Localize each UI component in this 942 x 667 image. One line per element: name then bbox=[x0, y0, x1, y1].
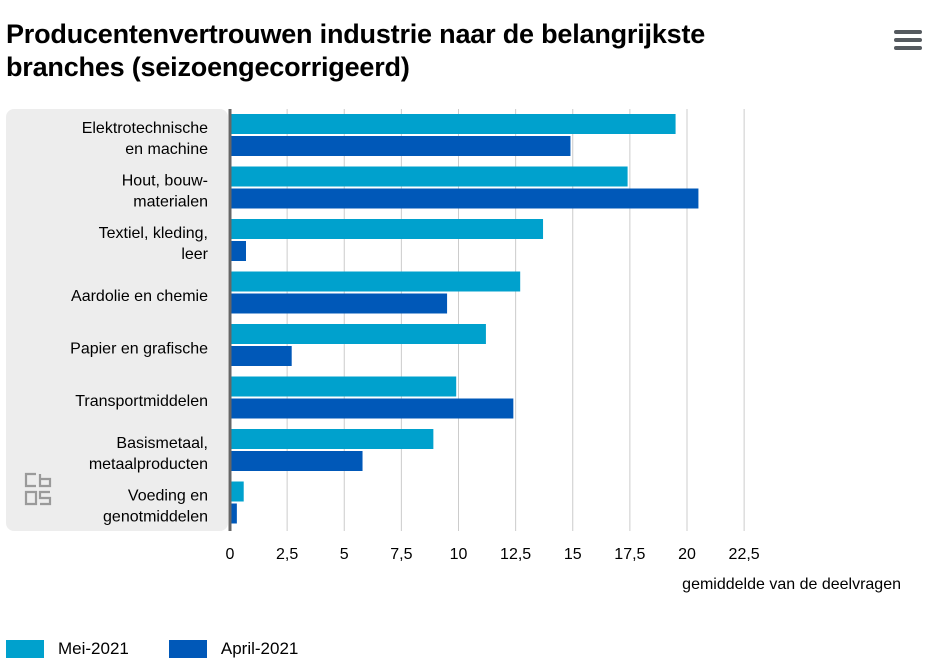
bar-mei-2021-elektrotechnische-en-machine bbox=[231, 114, 676, 134]
bar-april-2021-basismetaal-metaalproducten bbox=[231, 451, 363, 471]
bar-april-2021-transportmiddelen bbox=[231, 398, 514, 419]
bar-april-2021-hout-bouw-materialen bbox=[231, 188, 699, 209]
x-tick-label: 15 bbox=[564, 546, 582, 563]
bar-mei-2021-voeding-en-genotmiddelen bbox=[231, 481, 244, 502]
x-tick-label: 10 bbox=[450, 546, 468, 563]
bar-mei-2021-basismetaal-metaalproducten bbox=[231, 429, 434, 449]
legend-label-mei-2021: Mei-2021 bbox=[58, 639, 129, 658]
bar-april-2021-aardolie-en-chemie bbox=[231, 293, 448, 314]
legend-swatch-april-2021 bbox=[168, 640, 207, 658]
category-label: Hout, bouw-materialen bbox=[122, 172, 208, 210]
x-tick-label: 17,5 bbox=[614, 546, 645, 563]
bar-mei-2021-hout-bouw-materialen bbox=[231, 166, 628, 187]
x-tick-label: 12,5 bbox=[500, 546, 531, 563]
bar-april-2021-papier-en-grafische bbox=[231, 346, 292, 366]
category-label: Elektrotechnische en machine bbox=[82, 120, 208, 158]
bar-april-2021-voeding-en-genotmiddelen bbox=[231, 503, 237, 524]
x-tick-label: 2,5 bbox=[276, 546, 298, 563]
category-label: Textiel, kleding, leer bbox=[99, 225, 209, 263]
cbs-logo-icon bbox=[24, 472, 52, 506]
category-label: Basismetaal, metaalproducten bbox=[89, 435, 208, 473]
category-label: Voeding en genotmiddelen bbox=[103, 487, 208, 525]
x-tick-label: 5 bbox=[340, 546, 349, 563]
x-tick-label: 0 bbox=[226, 546, 235, 563]
bar-mei-2021-papier-en-grafische bbox=[231, 324, 486, 344]
chart-title: Producentenvertrouwen industrie naar de … bbox=[6, 19, 706, 82]
legend: Mei-2021 April-2021 bbox=[6, 636, 338, 662]
category-label: Aardolie en chemie bbox=[71, 288, 208, 305]
x-tick-label: 20 bbox=[678, 546, 696, 563]
bar-april-2021-textiel-kleding-leer bbox=[231, 241, 246, 261]
legend-swatch-mei-2021 bbox=[6, 640, 44, 658]
legend-label-april-2021: April-2021 bbox=[220, 639, 299, 658]
category-label: Transportmiddelen bbox=[75, 393, 208, 410]
legend-item-april-2021[interactable]: April-2021 bbox=[168, 639, 299, 659]
hamburger-menu-icon[interactable] bbox=[894, 30, 922, 54]
bar-april-2021-elektrotechnische-en-machine bbox=[231, 136, 571, 156]
bar-mei-2021-aardolie-en-chemie bbox=[231, 271, 521, 292]
bar-mei-2021-transportmiddelen bbox=[231, 376, 457, 397]
x-axis-label: gemiddelde van de deelvragen bbox=[682, 576, 901, 593]
x-tick-label: 7,5 bbox=[390, 546, 412, 563]
bar-chart: Elektrotechnische en machine Hout, bouw-ma… bbox=[6, 109, 901, 593]
x-tick-label: 22,5 bbox=[729, 546, 760, 563]
bar-mei-2021-textiel-kleding-leer bbox=[231, 219, 544, 239]
legend-item-mei-2021[interactable]: Mei-2021 bbox=[6, 639, 129, 659]
category-label: Papier en grafische bbox=[70, 340, 208, 357]
category-band bbox=[6, 109, 228, 531]
